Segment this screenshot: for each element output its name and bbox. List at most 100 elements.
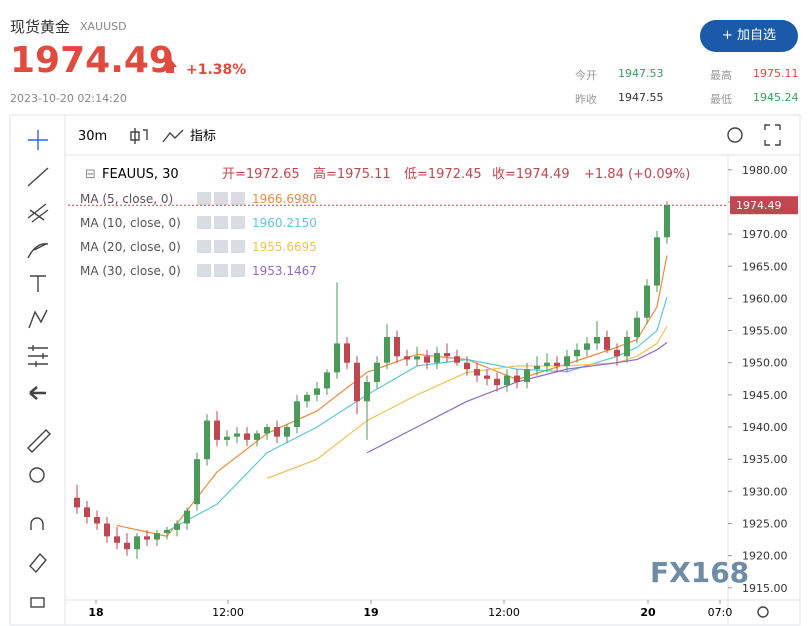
x-tick-label: 12:00 [212, 606, 244, 619]
candle-body [504, 375, 510, 386]
x-tick-label: 20 [640, 606, 656, 619]
zoom-tool[interactable] [29, 467, 45, 483]
candle-body [234, 433, 240, 437]
settings[interactable] [727, 127, 743, 143]
lock-tool[interactable] [30, 597, 45, 608]
brush-tool[interactable] [27, 243, 49, 259]
candle-body [574, 349, 580, 357]
legend-icon [231, 240, 245, 253]
x-tick-label: 07:0 [708, 606, 733, 619]
candle-body [484, 375, 490, 379]
stat-value: 1947.55 [618, 91, 664, 104]
candle-body [514, 375, 520, 383]
candle-body [614, 349, 620, 357]
collapse-icon[interactable]: ⊟ [85, 167, 96, 182]
y-tick-label: 1980.00 [742, 164, 788, 177]
ohlc-label: 收=1974.49 [492, 167, 570, 182]
stat-label: 最高 [710, 69, 732, 82]
interval[interactable]: 30m [78, 129, 107, 144]
legend-icon [197, 264, 211, 277]
legend-icon [231, 264, 245, 277]
candle-body [84, 507, 90, 518]
candle-body [334, 343, 340, 373]
legend-icon [214, 192, 228, 205]
candle-body [594, 336, 600, 344]
fullscreen[interactable] [764, 124, 781, 146]
candle-type[interactable] [130, 128, 148, 144]
candle-body [564, 356, 570, 366]
legend-name: MA (30, close, 0) [80, 264, 181, 278]
candle-body [384, 336, 390, 363]
fib-tool[interactable] [27, 203, 49, 223]
indicators-button[interactable]: 指标 [190, 129, 216, 144]
candle-body [164, 529, 170, 534]
x-tick-label: 12:00 [488, 606, 520, 619]
legend-icon [231, 216, 245, 229]
legend-value: 1960.2150 [252, 216, 317, 230]
y-tick-label: 1960.00 [742, 292, 788, 305]
candle-body [114, 536, 120, 543]
line-tool[interactable] [27, 167, 49, 187]
candle-body [254, 433, 260, 440]
candle-body [434, 353, 440, 363]
stat-value: 1945.24 [753, 91, 799, 104]
lock-draw-tool[interactable] [29, 552, 47, 574]
y-tick-label: 1955.00 [742, 325, 788, 338]
y-tick-label: 1945.00 [742, 389, 788, 402]
crosshair-tool[interactable] [28, 130, 48, 150]
legend-value: 1953.1467 [252, 264, 317, 278]
watermark: FX168 [650, 556, 749, 589]
candle-body [554, 362, 560, 366]
y-tick-label: 1915.00 [742, 582, 788, 595]
ma-line [266, 325, 668, 480]
candle-body [624, 336, 630, 357]
up-arrow-stem [166, 66, 174, 73]
stat-label: 昨收 [575, 93, 597, 106]
price: 1974.49 [10, 40, 174, 81]
hide-toolbar[interactable] [29, 386, 46, 400]
candle-body [134, 536, 140, 550]
candle-body [654, 237, 660, 286]
candle-body [244, 433, 250, 440]
indicator-icon[interactable] [162, 129, 184, 143]
candle-body [324, 372, 330, 389]
y-tick-label: 1970.00 [742, 228, 788, 241]
y-tick-label: 1935.00 [742, 453, 788, 466]
magnet-tool[interactable] [30, 517, 44, 530]
axis-settings[interactable] [757, 606, 769, 618]
legend-icon [197, 192, 211, 205]
candle-body [604, 336, 610, 350]
last-price-box [730, 196, 798, 215]
up-arrow [163, 58, 177, 67]
candle-body [224, 436, 230, 440]
candle-body [374, 362, 380, 383]
measure-tool[interactable] [28, 345, 48, 367]
pattern-tool[interactable] [28, 309, 48, 329]
candle-body [644, 285, 650, 318]
ruler-tool[interactable] [27, 429, 51, 453]
candle-body [584, 343, 590, 350]
legend-name: MA (5, close, 0) [80, 192, 173, 206]
x-tick-label: 18 [88, 606, 103, 619]
text-tool[interactable] [30, 275, 46, 292]
y-tick-label: 1930.00 [742, 485, 788, 498]
asset-symbol: XAUUSD [80, 20, 127, 33]
add-watchlist-button[interactable]: + 加自选 [700, 20, 798, 52]
candle-body [154, 533, 160, 540]
legend-icon [197, 216, 211, 229]
ohlc-label: 低=1972.45 [404, 167, 482, 182]
candle-body [474, 369, 480, 376]
legend-name: MA (10, close, 0) [80, 216, 181, 230]
ma-line [166, 296, 668, 532]
legend-value: 1955.6695 [252, 240, 317, 254]
candle-body [534, 365, 540, 370]
legend-icon [214, 240, 228, 253]
candle-body [524, 369, 530, 383]
candle-body [664, 205, 670, 238]
candle-body [634, 317, 640, 337]
candle-body [104, 523, 110, 537]
candle-body [74, 497, 80, 508]
ohlc-label: 高=1975.11 [313, 166, 391, 182]
candle-body [284, 427, 290, 437]
